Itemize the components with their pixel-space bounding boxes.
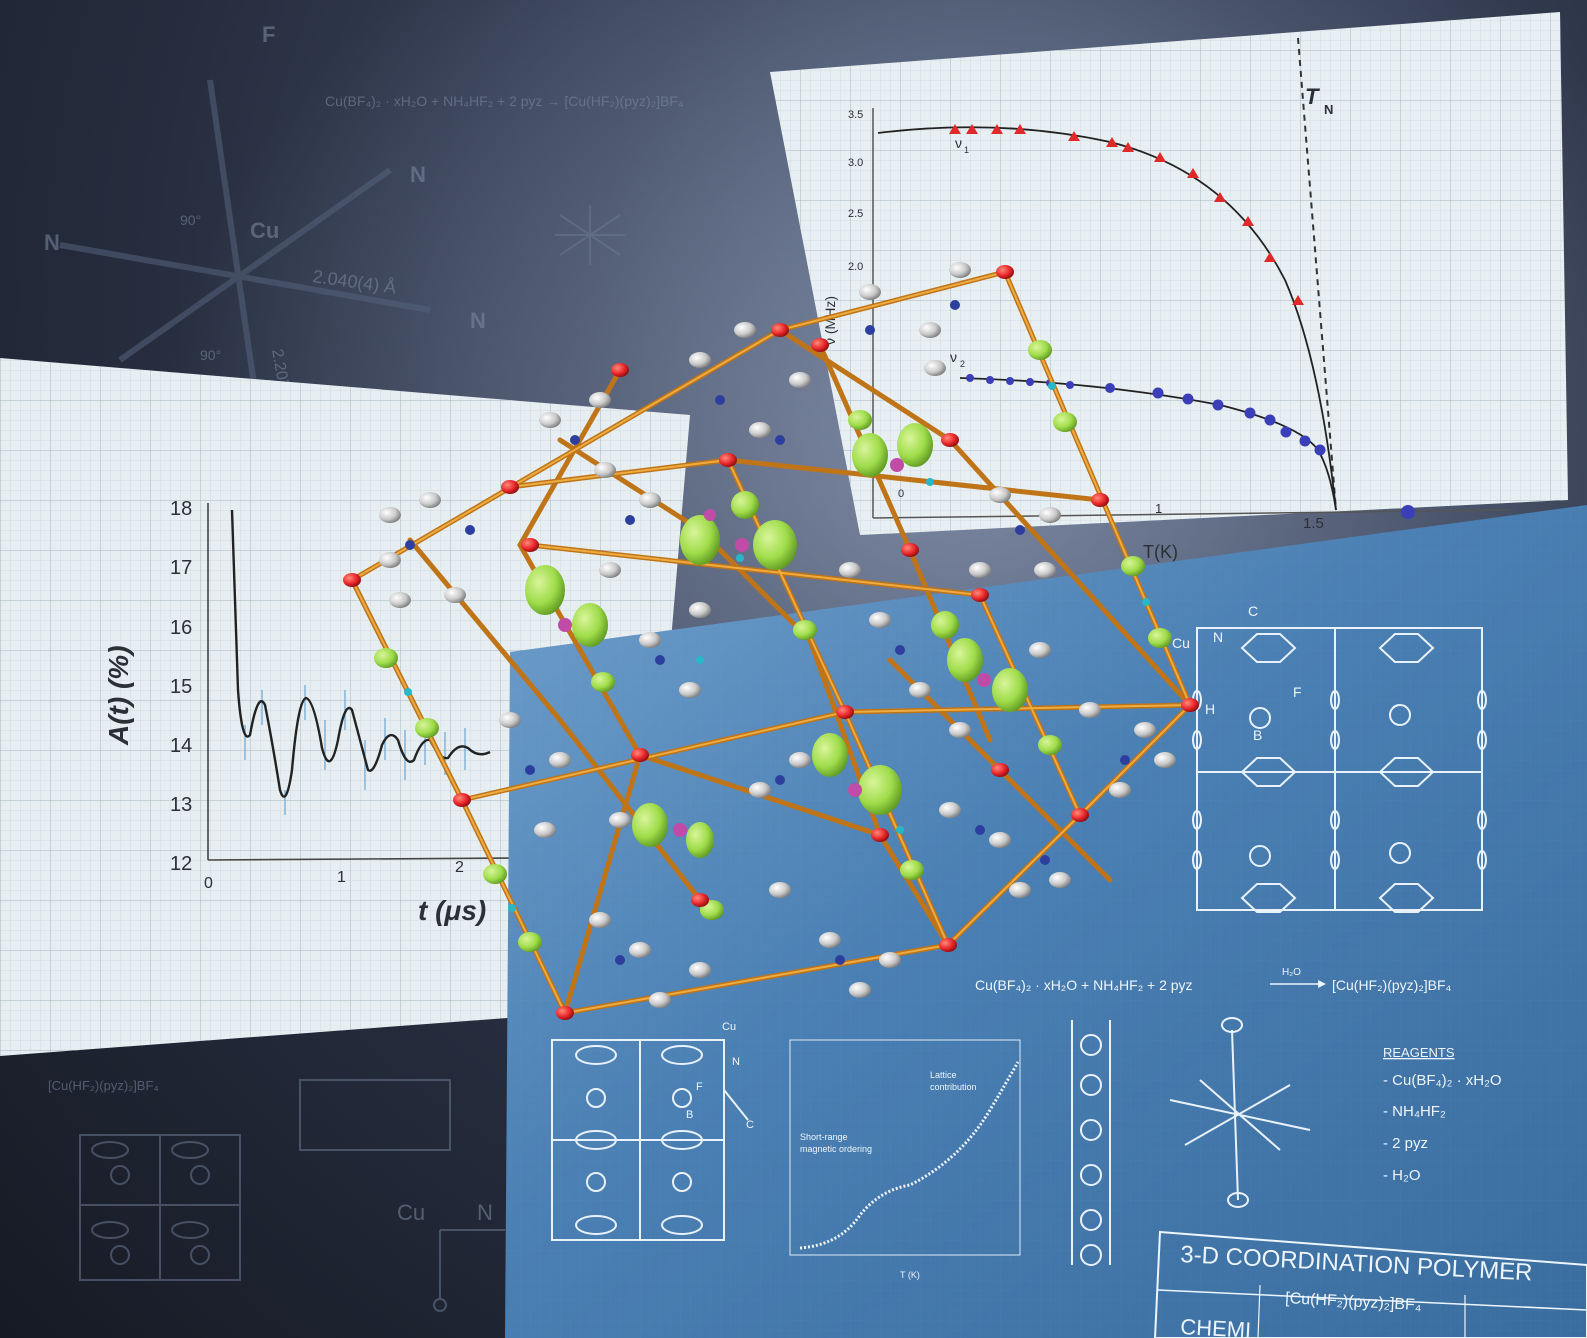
left-xtick-0: 0 <box>204 875 213 892</box>
bp-title-block-bottom: CHEMI <box>1180 1314 1252 1338</box>
bp-inset-xlabel: T (K) <box>900 1270 920 1280</box>
nu2-label: ν <box>950 349 957 365</box>
crystal-boron-atoms <box>558 458 991 837</box>
crystal-nitrogen-atoms <box>405 300 1130 965</box>
bg-bond-length-2: 2.207 <box>268 348 292 390</box>
nu1-markers <box>949 124 1304 305</box>
background-chemistry: F N N N Cu 90° 90° 2.040(4) Å 2.207 Cu(B… <box>44 22 684 1338</box>
bp-lower-n: N <box>732 1056 740 1068</box>
left-xtick-1: 1 <box>337 869 346 886</box>
crystal-structure <box>343 262 1199 1020</box>
bg-bottom-cu: Cu <box>397 1200 425 1225</box>
bg-angle-bottom: 90° <box>200 347 221 363</box>
left-ytick-4: 14 <box>170 735 192 757</box>
nu2-markers <box>966 374 1415 519</box>
left-ylabel: A(t) (%) <box>103 645 134 746</box>
bp-inset-lattice: Lattice <box>930 1070 957 1080</box>
bp-reagent-2: - 2 pyz <box>1383 1135 1428 1152</box>
right-xtick-0: 1 <box>1155 501 1162 516</box>
bp-octahedron <box>1169 1017 1311 1208</box>
blueprint-sheet: C N Cu H F B Cu(BF₄)₂ · xH₂O + NH₄HF₂ + … <box>505 505 1587 1338</box>
right-ytick-2: 2.5 <box>848 208 863 220</box>
bg-atom-n3: N <box>470 308 486 333</box>
bp-reagent-1: - NH₄HF₂ <box>1383 1103 1446 1120</box>
bp-equation-product: [Cu(HF₂)(pyz)₂]BF₄ <box>1332 977 1452 993</box>
right-xtick-1: 1.5 <box>1303 515 1324 532</box>
bg-angle-top: 90° <box>180 212 201 228</box>
left-ytick-3: 15 <box>170 676 192 698</box>
right-graph-paper: T N 3.5 3.0 2.5 2.0 0 ν (MHz) 1 1.5 T(K)… <box>770 12 1568 562</box>
bg-atom-cu: Cu <box>250 218 279 243</box>
bp-inset-short-range-2: magnetic ordering <box>800 1144 872 1154</box>
nu1-label: ν <box>955 135 962 151</box>
bp-atom-b: B <box>1253 727 1262 743</box>
right-ylabel: ν (MHz) <box>822 296 838 345</box>
bp-equation: Cu(BF₄)₂ · xH₂O + NH₄HF₂ + 2 pyz <box>975 977 1193 993</box>
bp-lower-f: F <box>696 1081 703 1093</box>
bp-atom-c: C <box>1248 603 1258 619</box>
bg-atom-n1: N <box>410 162 426 187</box>
bp-lattice-lower <box>551 1039 749 1241</box>
crystal-carbon-atoms <box>379 262 1176 1008</box>
left-ytick-6: 12 <box>170 853 192 875</box>
left-ytick-0: 18 <box>170 498 192 520</box>
bg-atom-f: F <box>262 22 275 47</box>
right-xlabel: T(K) <box>1143 542 1178 562</box>
bp-inset-lattice-2: contribution <box>930 1082 977 1092</box>
tn-sub: N <box>1324 102 1333 117</box>
bg-bottom-formula: [Cu(HF₂)(pyz)₂]BF₄ <box>48 1078 159 1093</box>
bp-reagents-title: REAGENTS <box>1383 1045 1455 1060</box>
bp-lower-b: B <box>686 1109 693 1121</box>
crystal-copper-atoms <box>343 265 1199 1020</box>
bp-atom-cu: Cu <box>1172 635 1190 651</box>
bg-equation: Cu(BF₄)₂ · xH₂O + NH₄HF₂ + 2 pyz → [Cu(H… <box>325 93 684 109</box>
bp-atom-h: H <box>1205 701 1215 717</box>
tn-label: T <box>1305 84 1320 109</box>
bg-bottom-n: N <box>477 1200 493 1225</box>
nu1-sub: 1 <box>964 145 969 155</box>
left-ytick-1: 17 <box>170 557 192 579</box>
left-ytick-2: 16 <box>170 617 192 639</box>
bp-inset-short-range: Short-range <box>800 1132 848 1142</box>
right-ytick-1: 3.0 <box>848 157 863 169</box>
bp-reagent-3: - H₂O <box>1383 1167 1421 1184</box>
left-xlabel: t (μs) <box>418 895 486 926</box>
right-ytick-3: 2.0 <box>848 261 863 273</box>
bp-inset-plot: Short-range magnetic ordering Lattice co… <box>789 1039 1021 1280</box>
bp-equation-arrow-label: H₂O <box>1282 967 1301 978</box>
left-xtick-2: 2 <box>455 859 464 876</box>
bp-chain <box>1071 1020 1111 1266</box>
crystal-hydrogen-atoms <box>404 382 1150 912</box>
bp-lattice-upper <box>1192 627 1487 913</box>
bp-lower-cu: Cu <box>722 1021 736 1033</box>
bp-atom-n: N <box>1213 629 1223 645</box>
nu2-sub: 2 <box>960 359 965 369</box>
left-ytick-5: 13 <box>170 794 192 816</box>
bg-atom-n2: N <box>44 230 60 255</box>
bp-atom-f: F <box>1293 684 1302 700</box>
right-ytick-4: 0 <box>898 488 904 500</box>
crystal-fluorine-atoms <box>374 340 1172 952</box>
bp-lower-c: C <box>746 1119 754 1131</box>
bp-reagent-0: - Cu(BF₄)₂ · xH₂O <box>1383 1072 1502 1089</box>
right-ytick-0: 3.5 <box>848 109 863 121</box>
